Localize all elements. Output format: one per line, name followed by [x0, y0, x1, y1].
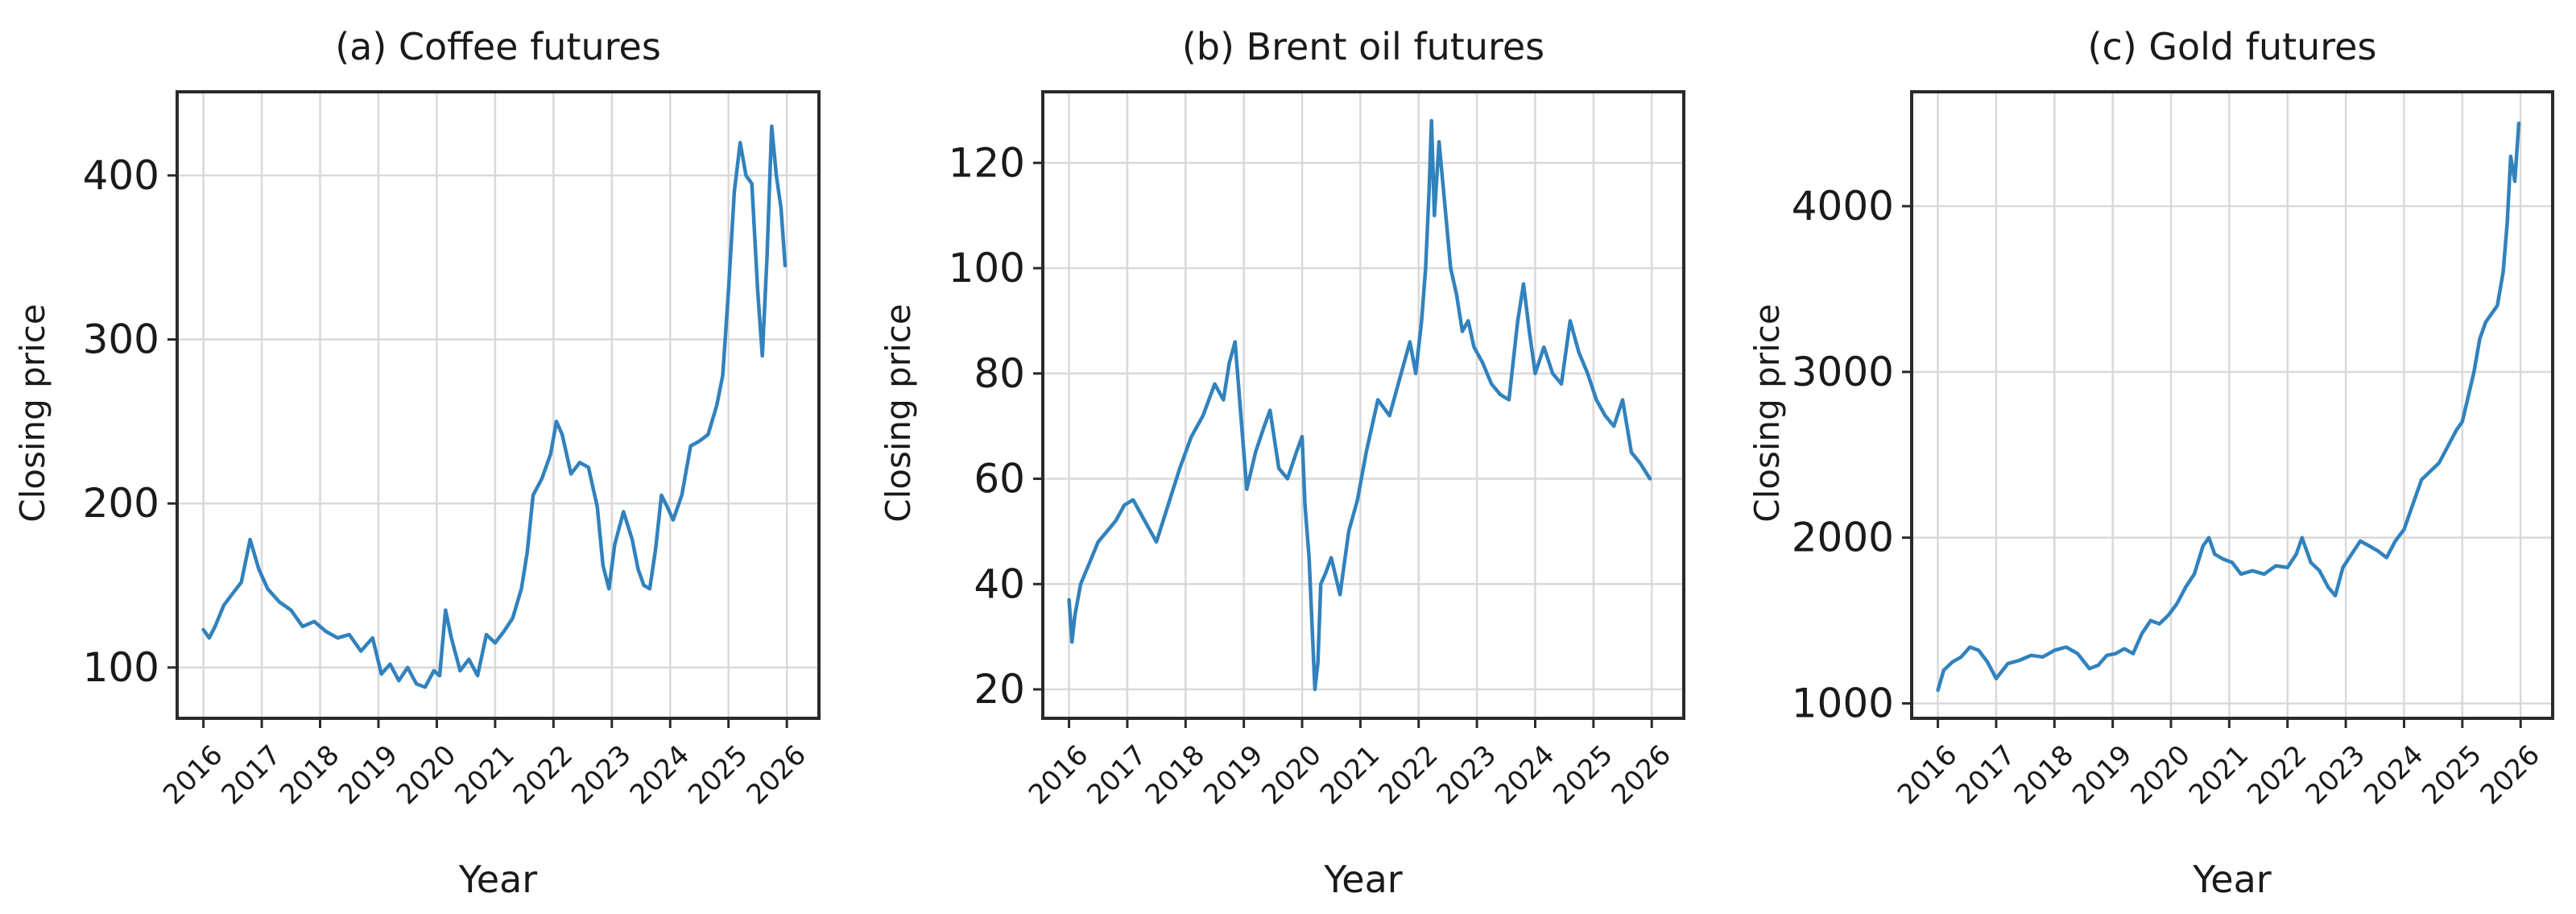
x-tick-label: 2019: [332, 739, 403, 811]
y-tick-label: 200: [83, 480, 159, 527]
x-tick-label: 2021: [449, 739, 520, 811]
x-tick-label: 2020: [2124, 739, 2196, 811]
x-tick-label: 2023: [1431, 739, 1503, 811]
x-tick-label: 2024: [2358, 739, 2429, 811]
chart-panel-2: 2016201720182019202020212022202320242025…: [879, 25, 1685, 901]
x-tick-label: 2026: [1606, 739, 1677, 811]
x-tick-label: 2025: [2416, 739, 2487, 811]
y-tick-label: 2000: [1792, 515, 1894, 561]
y-axis-label: Closing price: [879, 304, 918, 522]
x-axis-label: Year: [1323, 858, 1402, 901]
y-tick-label: 120: [949, 139, 1025, 186]
y-tick-label: 4000: [1792, 183, 1894, 230]
x-axis-label: Year: [2192, 858, 2271, 901]
y-tick-label: 60: [974, 456, 1025, 502]
y-axis-label: Closing price: [1747, 304, 1787, 522]
series-line-1: [1936, 121, 2521, 693]
x-tick-label: 2026: [741, 739, 812, 811]
axes-frame: [1041, 90, 1685, 720]
x-tick-label: 2017: [215, 739, 287, 811]
x-tick-label: 2016: [1023, 739, 1094, 811]
series-line-1: [201, 124, 788, 689]
y-axis-label: Closing price: [13, 304, 52, 522]
x-axis-label: Year: [458, 858, 537, 901]
x-tick-label: 2017: [1950, 739, 2021, 811]
axes-frame: [176, 90, 821, 720]
x-tick-label: 2023: [565, 739, 637, 811]
x-tick-label: 2022: [1372, 739, 1444, 811]
y-tick-label: 20: [974, 666, 1025, 713]
x-tick-label: 2018: [274, 739, 345, 811]
y-tick-label: 3000: [1792, 349, 1894, 395]
chart-title: (c) Gold futures: [2088, 25, 2377, 68]
x-tick-label: 2019: [2066, 739, 2138, 811]
chart-title: (b) Brent oil futures: [1182, 25, 1544, 68]
x-tick-label: 2020: [391, 739, 462, 811]
y-tick-label: 1000: [1792, 680, 1894, 726]
axes-frame: [1910, 90, 2554, 720]
chart-panel-3: 2016201720182019202020212022202320242025…: [1747, 25, 2554, 901]
x-tick-label: 2020: [1255, 739, 1327, 811]
x-tick-label: 2021: [1314, 739, 1386, 811]
x-tick-label: 2025: [682, 739, 754, 811]
chart-title: (a) Coffee futures: [335, 25, 661, 68]
y-tick-label: 300: [83, 316, 159, 363]
x-tick-label: 2022: [507, 739, 579, 811]
x-tick-label: 2016: [157, 739, 229, 811]
y-tick-label: 100: [83, 644, 159, 691]
x-tick-label: 2018: [1139, 739, 1211, 811]
x-tick-label: 2021: [2183, 739, 2255, 811]
y-tick-label: 400: [83, 152, 159, 199]
x-tick-label: 2019: [1197, 739, 1269, 811]
x-tick-label: 2024: [624, 739, 696, 811]
y-tick-label: 80: [974, 350, 1025, 397]
x-tick-label: 2018: [2008, 739, 2080, 811]
x-tick-label: 2017: [1081, 739, 1152, 811]
series-line-1: [1067, 118, 1652, 692]
y-tick-label: 40: [974, 560, 1025, 607]
chart-panel-1: 2016201720182019202020212022202320242025…: [13, 25, 821, 901]
x-tick-label: 2025: [1547, 739, 1619, 811]
y-tick-label: 100: [949, 245, 1025, 292]
x-tick-label: 2023: [2300, 739, 2371, 811]
x-tick-label: 2016: [1892, 739, 1963, 811]
x-tick-label: 2026: [2475, 739, 2546, 811]
x-tick-label: 2022: [2241, 739, 2313, 811]
x-tick-label: 2024: [1489, 739, 1561, 811]
